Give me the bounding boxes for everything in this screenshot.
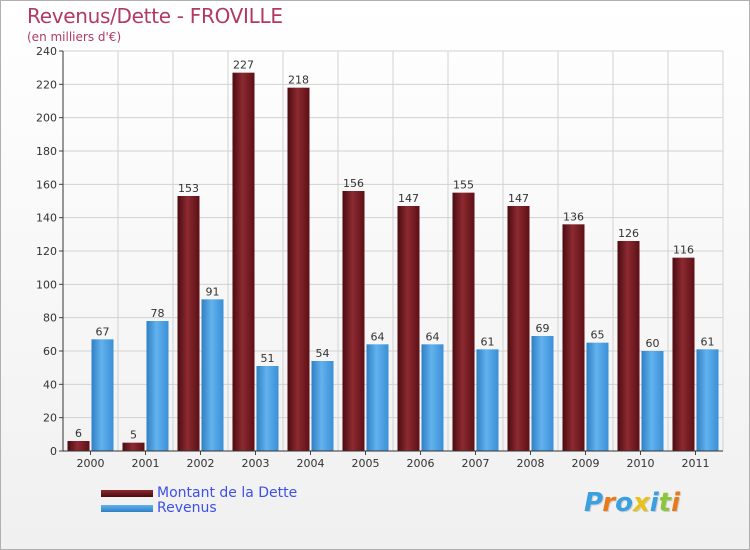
logo-letter: P — [584, 488, 603, 518]
x-tick-label: 2010 — [627, 457, 655, 470]
logo-letter: i — [671, 488, 681, 518]
data-label-revenue: 64 — [426, 330, 440, 343]
data-label-revenue: 69 — [536, 322, 550, 335]
data-label-revenue: 60 — [646, 337, 660, 350]
data-label-revenue: 65 — [591, 329, 605, 342]
x-tick-label: 2009 — [572, 457, 600, 470]
bar-debt — [177, 196, 200, 451]
logo-letter: r — [602, 488, 616, 518]
bar-revenue — [641, 351, 664, 451]
y-tick-label: 120 — [36, 245, 57, 258]
bar-debt — [452, 192, 475, 451]
data-label-revenue: 64 — [371, 330, 385, 343]
data-label-debt: 227 — [233, 59, 254, 72]
x-tick-label: 2001 — [132, 457, 160, 470]
y-tick-label: 220 — [36, 78, 57, 91]
proxiti-logo: Proxiti — [584, 488, 680, 518]
y-tick-label: 60 — [43, 345, 57, 358]
y-tick-label: 0 — [50, 445, 57, 458]
logo-letter: t — [658, 488, 672, 518]
y-tick-label: 140 — [36, 212, 57, 225]
bar-debt — [122, 442, 145, 451]
y-tick-label: 180 — [36, 145, 57, 158]
x-tick-label: 2011 — [682, 457, 710, 470]
bar-revenue — [146, 321, 169, 451]
y-tick-label: 200 — [36, 112, 57, 125]
bar-revenue — [366, 344, 389, 451]
y-tick-label: 240 — [36, 45, 57, 58]
data-label-debt: 116 — [673, 244, 694, 257]
data-label-debt: 6 — [75, 427, 82, 440]
chart-subtitle: (en milliers d'€) — [27, 30, 122, 44]
data-label-revenue: 54 — [316, 347, 330, 360]
bar-debt — [232, 72, 255, 452]
data-label-revenue: 78 — [151, 307, 165, 320]
data-label-debt: 136 — [563, 210, 584, 223]
legend-swatch-debt — [101, 490, 153, 497]
data-label-debt: 5 — [130, 429, 137, 442]
data-label-debt: 218 — [288, 74, 309, 87]
y-tick-label: 80 — [43, 312, 57, 325]
bar-debt — [617, 241, 640, 451]
bar-debt — [342, 191, 365, 451]
legend-label-debt: Montant de la Dette — [157, 485, 298, 501]
bar-debt — [507, 206, 530, 451]
x-tick-label: 2003 — [242, 457, 270, 470]
y-tick-label: 100 — [36, 278, 57, 291]
x-tick-label: 2007 — [462, 457, 490, 470]
chart-title: Revenus/Dette - FROVILLE — [27, 4, 283, 28]
y-tick-label: 20 — [43, 412, 57, 425]
y-tick-label: 40 — [43, 378, 57, 391]
data-label-revenue: 91 — [206, 285, 220, 298]
x-tick-label: 2006 — [407, 457, 435, 470]
data-label-revenue: 67 — [96, 325, 110, 338]
data-label-debt: 156 — [343, 177, 364, 190]
bar-revenue — [91, 339, 114, 451]
x-tick-label: 2005 — [352, 457, 380, 470]
logo-letter: x — [632, 488, 650, 518]
bar-revenue — [256, 366, 279, 451]
bar-debt — [562, 224, 585, 451]
bar-revenue — [421, 344, 444, 451]
data-label-debt: 126 — [618, 227, 639, 240]
bar-revenue — [476, 349, 499, 451]
x-tick-label: 2008 — [517, 457, 545, 470]
bar-debt — [287, 87, 310, 452]
bar-revenue — [531, 336, 554, 451]
bar-debt — [67, 441, 90, 451]
data-label-debt: 155 — [453, 179, 474, 192]
bar-revenue — [311, 361, 334, 451]
x-tick-label: 2000 — [77, 457, 105, 470]
data-label-revenue: 51 — [261, 352, 275, 365]
x-tick-label: 2002 — [187, 457, 215, 470]
x-tick-label: 2004 — [297, 457, 325, 470]
y-tick-label: 160 — [36, 178, 57, 191]
bar-revenue — [586, 342, 609, 451]
data-label-debt: 147 — [508, 192, 529, 205]
data-label-revenue: 61 — [481, 335, 495, 348]
logo-letter: o — [615, 488, 633, 518]
bar-revenue — [696, 349, 719, 451]
legend-label-revenue: Revenus — [157, 500, 217, 516]
bar-revenue — [201, 299, 224, 451]
bar-debt — [397, 206, 420, 451]
data-label-revenue: 61 — [701, 335, 715, 348]
legend-swatch-revenue — [101, 505, 153, 512]
bar-debt — [672, 257, 695, 451]
logo-letter: i — [649, 488, 659, 518]
data-label-debt: 153 — [178, 182, 199, 195]
data-label-debt: 147 — [398, 192, 419, 205]
